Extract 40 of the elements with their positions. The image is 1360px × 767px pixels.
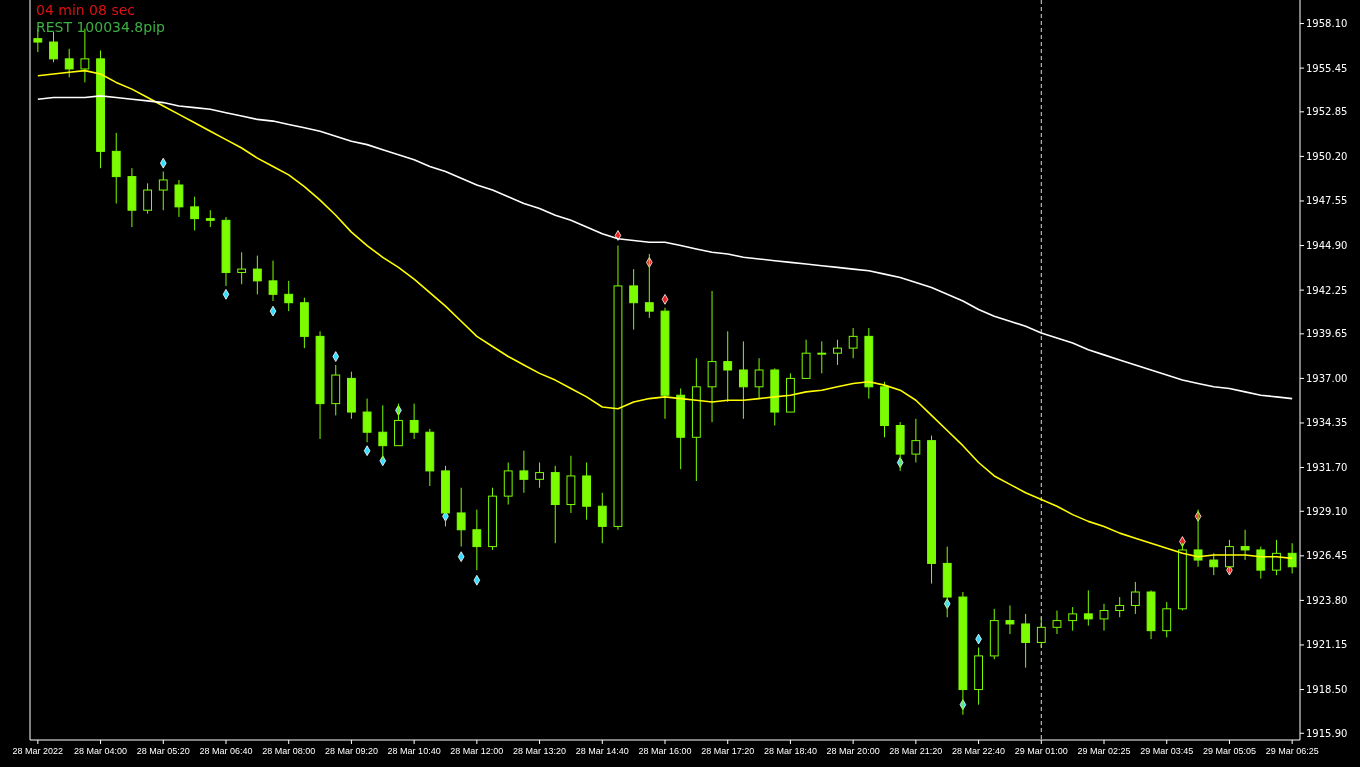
x-tick-label: 29 Mar 06:25	[1265, 746, 1319, 756]
x-tick-label: 28 Mar 13:20	[513, 746, 567, 756]
x-tick-label: 28 Mar 18:40	[763, 746, 817, 756]
x-tick-label: 28 Mar 16:00	[638, 746, 692, 756]
y-tick-label: 1955.45	[1306, 62, 1348, 74]
y-tick-label: 1923.80	[1306, 594, 1348, 606]
y-tick-label: 1942.25	[1306, 284, 1348, 296]
x-tick-label: 28 Mar 22:40	[952, 746, 1006, 756]
x-tick-label: 28 Mar 10:40	[387, 746, 441, 756]
y-tick-label: 1958.10	[1306, 18, 1348, 30]
x-tick-label: 29 Mar 05:05	[1202, 746, 1256, 756]
x-tick-label: 28 Mar 08:00	[262, 746, 316, 756]
x-tick-label: 28 Mar 17:20	[701, 746, 755, 756]
y-tick-label: 1947.55	[1306, 195, 1348, 207]
x-tick-label: 28 Mar 09:20	[324, 746, 378, 756]
x-tick-label: 28 Mar 14:40	[575, 746, 629, 756]
y-tick-label: 1915.90	[1306, 727, 1348, 739]
y-tick-label: 1939.65	[1306, 328, 1348, 340]
y-tick-label: 1952.85	[1306, 106, 1348, 118]
y-tick-label: 1944.90	[1306, 240, 1348, 252]
x-tick-label: 28 Mar 21:20	[889, 746, 943, 756]
y-tick-label: 1929.10	[1306, 505, 1348, 517]
y-tick-label: 1926.45	[1306, 550, 1348, 562]
y-tick-label: 1950.20	[1306, 150, 1348, 162]
y-tick-label: 1918.50	[1306, 684, 1348, 696]
x-tick-label: 29 Mar 01:00	[1014, 746, 1068, 756]
y-tick-label: 1921.15	[1306, 639, 1348, 651]
x-tick-label: 28 Mar 2022	[12, 746, 64, 756]
y-tick-label: 1931.70	[1306, 462, 1348, 474]
x-tick-label: 29 Mar 03:45	[1140, 746, 1194, 756]
y-tick-label: 1937.00	[1306, 372, 1348, 384]
x-tick-label: 29 Mar 02:25	[1077, 746, 1131, 756]
x-tick-label: 28 Mar 05:20	[136, 746, 190, 756]
x-tick-label: 28 Mar 06:40	[199, 746, 253, 756]
x-tick-label: 28 Mar 04:00	[74, 746, 128, 756]
x-tick-label: 28 Mar 12:00	[450, 746, 504, 756]
y-tick-label: 1934.35	[1306, 417, 1348, 429]
x-tick-label: 28 Mar 20:00	[826, 746, 880, 756]
annotation: REST 100034.8pip	[36, 19, 166, 35]
annotation: 04 min 08 sec	[36, 2, 135, 18]
